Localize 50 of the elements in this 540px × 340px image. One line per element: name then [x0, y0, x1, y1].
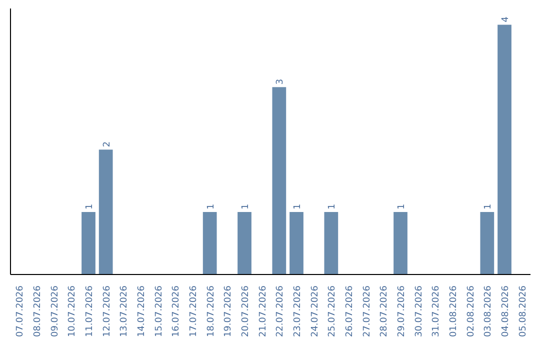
x-tick-label: 10.07.2026 — [68, 285, 78, 338]
x-tick-label: 22.07.2026 — [276, 285, 286, 338]
x-tick-label: 21.07.2026 — [258, 285, 268, 338]
bar — [498, 24, 512, 274]
data-label: 3 — [276, 78, 286, 85]
x-tick-label: 20.07.2026 — [241, 285, 251, 338]
data-label: 4 — [501, 16, 511, 22]
x-tick-label: 12.07.2026 — [102, 285, 112, 338]
x-tick-label: 11.07.2026 — [85, 285, 95, 338]
x-tick-label: 17.07.2026 — [189, 285, 199, 338]
data-label: 1 — [328, 204, 338, 210]
x-tick-label: 14.07.2026 — [137, 285, 147, 338]
data-label: 1 — [241, 204, 251, 210]
bar — [290, 212, 304, 274]
data-label: 1 — [85, 204, 95, 210]
x-tick-label: 15.07.2026 — [154, 285, 164, 338]
x-tick-label: 16.07.2026 — [172, 285, 182, 338]
bar — [202, 212, 217, 274]
bar — [272, 87, 286, 274]
data-label: 1 — [293, 204, 303, 210]
x-tick-label: 25.07.2026 — [328, 285, 338, 338]
x-tick-label: 19.07.2026 — [224, 285, 234, 338]
bar — [238, 212, 252, 274]
data-label: 1 — [397, 204, 407, 210]
bar — [98, 150, 113, 274]
bar — [324, 212, 338, 274]
x-tick-label: 09.07.2026 — [50, 285, 60, 338]
bar — [480, 212, 494, 274]
x-tick-label: 24.07.2026 — [310, 285, 320, 338]
x-tick-label: 30.07.2026 — [414, 285, 424, 338]
x-tick-label: 08.07.2026 — [33, 285, 43, 338]
x-tick-label: 26.07.2026 — [345, 285, 355, 338]
data-label: 1 — [484, 204, 494, 210]
x-tick-label: 18.07.2026 — [206, 285, 216, 338]
x-tick-label: 13.07.2026 — [120, 285, 130, 338]
data-label: 2 — [102, 141, 112, 148]
data-label: 1 — [206, 204, 216, 210]
x-tick-label: 31.07.2026 — [432, 285, 442, 338]
x-tick-label: 04.08.2026 — [501, 285, 511, 338]
x-tick-label: 05.08.2026 — [518, 285, 528, 338]
x-tick-label: 29.07.2026 — [397, 285, 407, 338]
bar — [82, 212, 96, 274]
x-tick-label: 23.07.2026 — [293, 285, 303, 338]
x-tick-label: 07.07.2026 — [16, 285, 26, 338]
x-tick-label: 28.07.2026 — [380, 285, 390, 338]
bar — [394, 212, 408, 274]
x-tick-label: 02.08.2026 — [466, 285, 476, 338]
x-tick-label: 03.08.2026 — [484, 285, 494, 338]
x-tick-label: 01.08.2026 — [449, 285, 459, 338]
x-tick-label: 27.07.2026 — [362, 285, 372, 338]
